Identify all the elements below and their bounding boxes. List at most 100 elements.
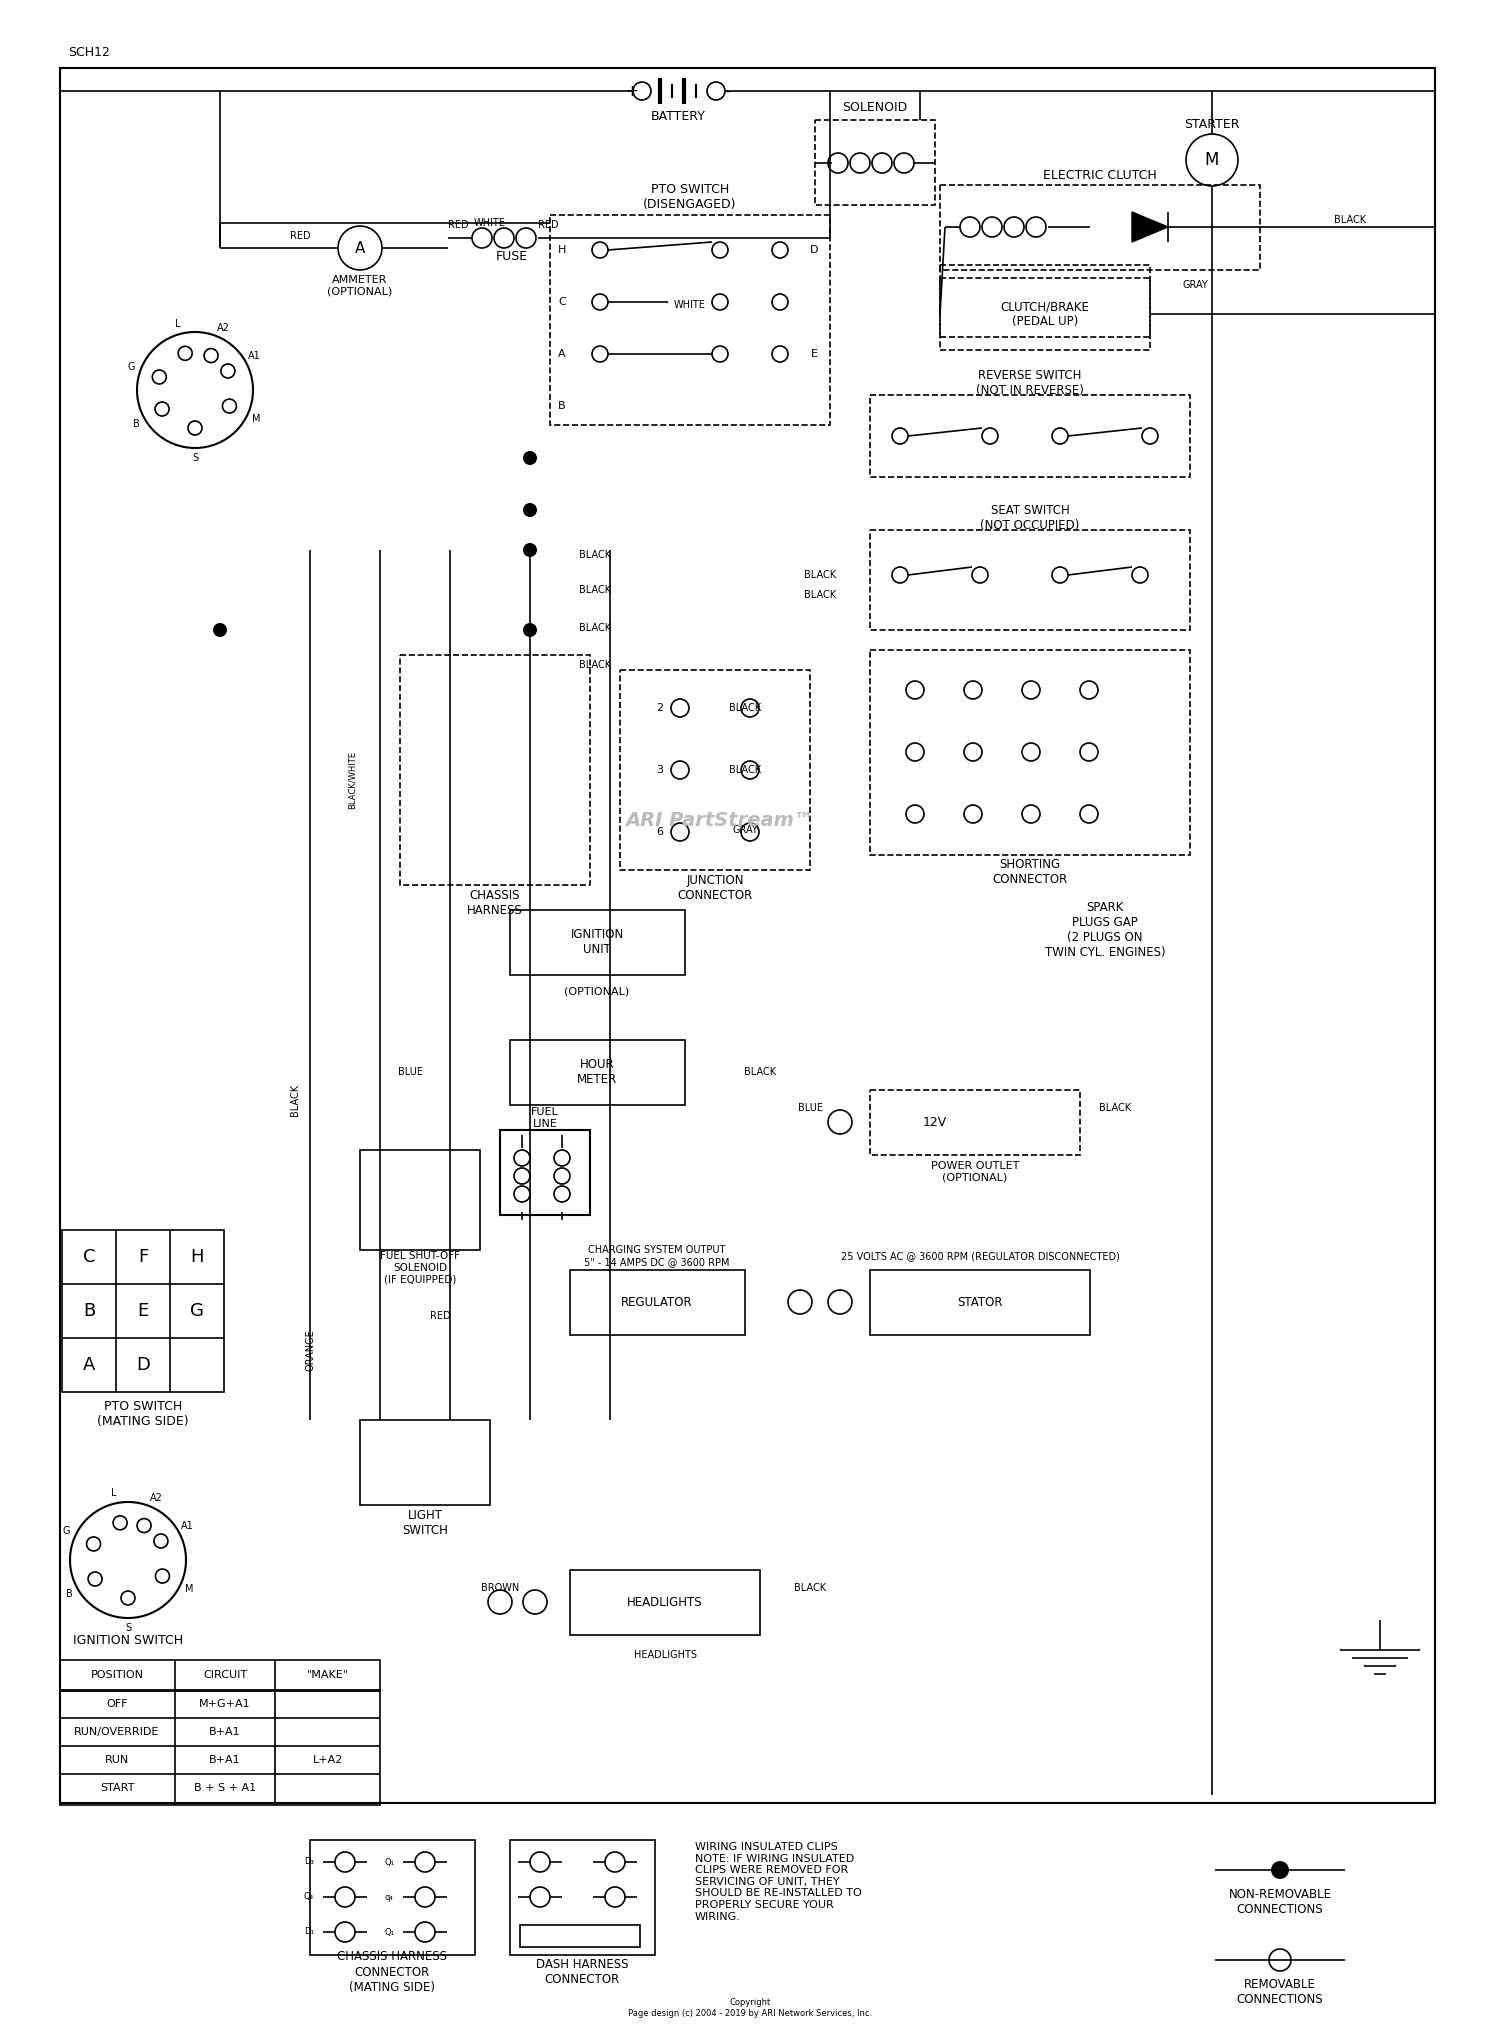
Text: D: D xyxy=(136,1357,150,1375)
Circle shape xyxy=(906,681,924,700)
Bar xyxy=(870,1270,1090,1334)
Text: M: M xyxy=(252,414,261,424)
Bar xyxy=(570,1570,760,1635)
Text: L+A2: L+A2 xyxy=(314,1754,344,1764)
Circle shape xyxy=(524,544,537,558)
Circle shape xyxy=(788,1290,812,1314)
Circle shape xyxy=(1080,681,1098,700)
Text: BROWN: BROWN xyxy=(482,1584,519,1594)
Circle shape xyxy=(516,227,536,247)
Circle shape xyxy=(514,1150,529,1166)
Text: A: A xyxy=(356,241,364,256)
Text: DASH HARNESS
CONNECTOR: DASH HARNESS CONNECTOR xyxy=(536,1957,628,1985)
Circle shape xyxy=(972,568,988,582)
Circle shape xyxy=(88,1572,102,1586)
Circle shape xyxy=(906,742,924,760)
Text: RUN: RUN xyxy=(105,1754,129,1764)
Circle shape xyxy=(524,623,537,637)
Text: M: M xyxy=(186,1584,194,1594)
Text: GRAY: GRAY xyxy=(1182,280,1208,290)
Bar xyxy=(870,529,1190,631)
Text: BLACK: BLACK xyxy=(579,584,610,594)
Text: Q₁: Q₁ xyxy=(384,1927,394,1937)
Text: BLACK: BLACK xyxy=(804,570,836,580)
Text: B: B xyxy=(66,1590,72,1598)
Text: B: B xyxy=(132,420,140,430)
Circle shape xyxy=(1080,805,1098,823)
Text: CHASSIS HARNESS
CONNECTOR
(MATING SIDE): CHASSIS HARNESS CONNECTOR (MATING SIDE) xyxy=(338,1951,447,1994)
Bar xyxy=(520,1925,640,1947)
Text: IGNITION
UNIT: IGNITION UNIT xyxy=(570,929,624,955)
Circle shape xyxy=(524,1590,548,1614)
Circle shape xyxy=(633,81,651,99)
Circle shape xyxy=(154,1533,168,1547)
Text: C: C xyxy=(82,1247,96,1265)
Text: FUSE: FUSE xyxy=(496,249,528,262)
Circle shape xyxy=(1186,134,1237,187)
Text: CHASSIS
HARNESS: CHASSIS HARNESS xyxy=(466,888,524,917)
Circle shape xyxy=(222,400,237,414)
Text: HOUR
METER: HOUR METER xyxy=(578,1059,616,1087)
Circle shape xyxy=(772,347,788,363)
Text: PTO SWITCH
(DISENGAGED): PTO SWITCH (DISENGAGED) xyxy=(644,183,736,211)
Bar xyxy=(620,669,810,870)
Circle shape xyxy=(1052,568,1068,582)
Text: BLACK: BLACK xyxy=(729,765,760,775)
Bar xyxy=(940,278,1150,351)
Text: E: E xyxy=(812,349,818,359)
Text: WHITE: WHITE xyxy=(674,300,706,310)
Circle shape xyxy=(1022,805,1040,823)
Bar xyxy=(400,655,590,884)
Circle shape xyxy=(472,227,492,247)
Text: FUEL SHUT-OFF
SOLENOID
(IF EQUIPPED): FUEL SHUT-OFF SOLENOID (IF EQUIPPED) xyxy=(380,1251,460,1284)
Circle shape xyxy=(906,805,924,823)
Bar xyxy=(870,395,1190,477)
Circle shape xyxy=(871,152,892,172)
Circle shape xyxy=(1026,217,1045,237)
Text: BLACK: BLACK xyxy=(579,550,610,560)
Text: L: L xyxy=(111,1489,117,1499)
Circle shape xyxy=(334,1923,356,1943)
Text: ARI PartStream™: ARI PartStream™ xyxy=(626,811,815,829)
Text: BLACK: BLACK xyxy=(290,1083,300,1115)
Circle shape xyxy=(1142,428,1158,444)
Circle shape xyxy=(670,823,688,842)
Bar xyxy=(870,1089,1080,1156)
Circle shape xyxy=(204,349,218,363)
Circle shape xyxy=(334,1886,356,1906)
Bar xyxy=(550,215,830,426)
Text: AMMETER
(OPTIONAL): AMMETER (OPTIONAL) xyxy=(327,276,393,296)
Text: +: + xyxy=(626,83,639,99)
Text: HEADLIGHTS: HEADLIGHTS xyxy=(627,1596,704,1608)
Circle shape xyxy=(964,681,982,700)
Text: POWER OUTLET
(OPTIONAL): POWER OUTLET (OPTIONAL) xyxy=(932,1162,1019,1182)
Text: RUN/OVERRIDE: RUN/OVERRIDE xyxy=(75,1728,159,1738)
Circle shape xyxy=(122,1592,135,1604)
Text: BLACK/WHITE: BLACK/WHITE xyxy=(348,750,357,809)
Text: 2: 2 xyxy=(657,704,663,714)
Text: BLACK: BLACK xyxy=(729,704,760,714)
Circle shape xyxy=(416,1923,435,1943)
Text: D₃: D₃ xyxy=(304,1858,313,1866)
Text: JUNCTION
CONNECTOR: JUNCTION CONNECTOR xyxy=(678,874,753,902)
Circle shape xyxy=(828,1109,852,1134)
Circle shape xyxy=(712,347,728,363)
Circle shape xyxy=(136,333,254,448)
Text: RED: RED xyxy=(447,219,468,229)
Bar xyxy=(510,1040,686,1105)
Text: NON-REMOVABLE
CONNECTIONS: NON-REMOVABLE CONNECTIONS xyxy=(1228,1888,1332,1916)
Circle shape xyxy=(524,450,537,464)
Circle shape xyxy=(87,1537,100,1551)
Bar xyxy=(62,1231,223,1391)
Text: A: A xyxy=(558,349,566,359)
Circle shape xyxy=(592,241,608,258)
Circle shape xyxy=(554,1168,570,1184)
Circle shape xyxy=(892,568,908,582)
Text: M+G+A1: M+G+A1 xyxy=(200,1699,250,1710)
Text: G: G xyxy=(63,1527,70,1537)
Text: M: M xyxy=(1204,150,1219,168)
Text: (OPTIONAL): (OPTIONAL) xyxy=(564,988,630,998)
Text: WIRING INSULATED CLIPS
NOTE: IF WIRING INSULATED
CLIPS WERE REMOVED FOR
SERVICIN: WIRING INSULATED CLIPS NOTE: IF WIRING I… xyxy=(694,1841,861,1923)
Bar xyxy=(870,651,1190,856)
Circle shape xyxy=(828,1290,852,1314)
